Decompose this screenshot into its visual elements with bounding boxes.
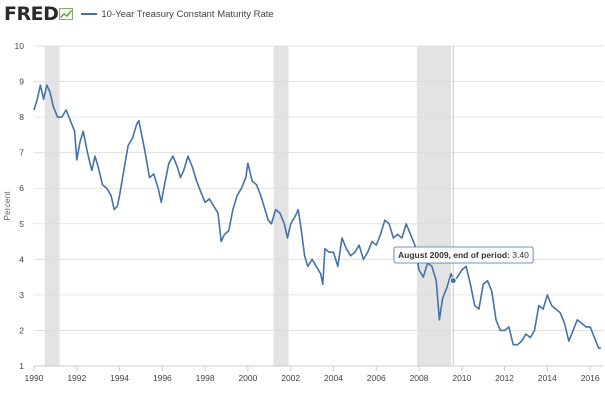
y-tick-1: 1 — [19, 361, 24, 371]
tooltip: August 2009, end of period: 3.40 — [393, 246, 534, 264]
x-tick-2014: 2014 — [538, 373, 557, 383]
recession-band-2 — [416, 46, 452, 366]
y-tick-4: 4 — [19, 254, 24, 264]
y-tick-3: 3 — [19, 290, 24, 300]
x-tick-2002: 2002 — [281, 373, 300, 383]
grid-lines — [34, 45, 603, 367]
y-tick-5: 5 — [19, 219, 24, 229]
legend-swatch — [81, 13, 98, 15]
x-tick-2016: 2016 — [581, 373, 600, 383]
recession-bands — [44, 46, 452, 366]
series-layer[interactable] — [33, 46, 601, 366]
legend-series-label: 10-Year Treasury Constant Maturity Rate — [101, 8, 274, 20]
x-tick-1990: 1990 — [25, 373, 44, 383]
x-tick-2000: 2000 — [238, 373, 257, 383]
y-tick-7: 7 — [19, 148, 24, 158]
tooltip-label: August 2009, end of period: — [398, 250, 512, 260]
chart-header: FRED 10-Year Treasury Constant Maturity … — [4, 3, 274, 25]
x-tick-1998: 1998 — [196, 373, 215, 383]
fred-logo[interactable]: FRED — [4, 3, 59, 25]
tooltip-box — [393, 246, 534, 264]
y-tick-9: 9 — [19, 77, 24, 87]
x-tick-1992: 1992 — [67, 373, 86, 383]
highlight-point[interactable] — [449, 277, 457, 285]
tooltip-text: August 2009, end of period: 3.40 — [398, 250, 529, 260]
x-tick-1994: 1994 — [110, 373, 129, 383]
tooltip-value: 3.40 — [512, 250, 529, 260]
recession-band-1 — [273, 46, 289, 366]
y-tick-2: 2 — [19, 325, 24, 335]
series-line-0[interactable] — [33, 84, 601, 349]
trend-chart-icon — [59, 8, 74, 20]
x-tick-2012: 2012 — [495, 373, 514, 383]
y-tick-10: 10 — [15, 41, 25, 51]
y-axis-ticks: 1 2 3 4 5 6 7 8 9 10 — [15, 41, 25, 371]
y-tick-6: 6 — [19, 183, 24, 193]
y-axis-title: Percent — [2, 191, 12, 221]
x-axis-ticks: 1990 1992 1994 1996 1998 2000 2002 2004 2006 2008… — [25, 366, 600, 383]
x-tick-2004: 2004 — [324, 373, 343, 383]
x-tick-2008: 2008 — [410, 373, 429, 383]
x-tick-2010: 2010 — [452, 373, 471, 383]
x-tick-2006: 2006 — [367, 373, 386, 383]
x-tick-1996: 1996 — [153, 373, 172, 383]
y-tick-8: 8 — [19, 112, 24, 122]
recession-band-0 — [44, 46, 60, 366]
